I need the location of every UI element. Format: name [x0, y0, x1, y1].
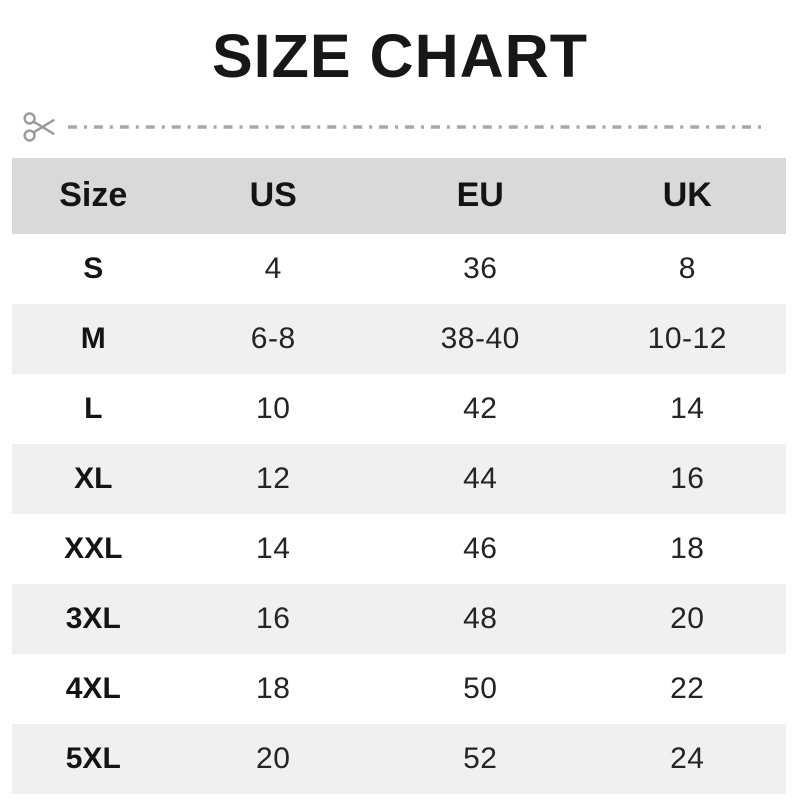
cell-eu: 48 — [463, 601, 498, 635]
table-row: 3XL 16 48 20 — [12, 583, 786, 654]
column-header-uk: UK — [662, 176, 712, 215]
size-chart-table: Size US EU UK S 4 36 8 M 6-8 38-40 10-12… — [12, 157, 786, 794]
cell-us: 6-8 — [250, 321, 296, 355]
column-header-size: Size — [59, 176, 128, 215]
cell-us: 12 — [256, 461, 291, 495]
table-row: S 4 36 8 — [12, 233, 786, 304]
cell-us: 18 — [256, 671, 291, 705]
table-row: L 10 42 14 — [12, 373, 786, 444]
table-row: XL 12 44 16 — [12, 443, 786, 514]
table-row: XXL 14 46 18 — [12, 513, 786, 584]
cell-eu: 38-40 — [440, 321, 520, 355]
cell-eu: 46 — [463, 531, 498, 565]
table-row: 5XL 20 52 24 — [12, 723, 786, 794]
page-title: SIZE CHART — [212, 22, 588, 90]
cell-size: 4XL — [65, 671, 121, 705]
cell-uk: 22 — [670, 671, 705, 705]
cell-us: 16 — [256, 601, 291, 635]
cell-size: XL — [74, 461, 113, 495]
cell-eu: 36 — [463, 251, 498, 285]
cell-uk: 20 — [670, 601, 705, 635]
scissors-icon — [20, 106, 62, 148]
cell-size: 5XL — [65, 741, 121, 775]
table-row: M 6-8 38-40 10-12 — [12, 303, 786, 374]
cell-size: 3XL — [65, 601, 121, 635]
table-body: S 4 36 8 M 6-8 38-40 10-12 L 10 42 14 XL… — [12, 233, 786, 794]
cell-size: S — [83, 251, 104, 285]
cell-uk: 24 — [670, 741, 705, 775]
cell-uk: 14 — [670, 391, 705, 425]
cell-uk: 18 — [670, 531, 705, 565]
cell-uk: 10-12 — [647, 321, 727, 355]
column-header-eu: EU — [456, 176, 504, 215]
cut-dash-line — [68, 124, 766, 130]
cell-us: 4 — [264, 251, 282, 285]
cell-eu: 44 — [463, 461, 498, 495]
cell-size: L — [84, 391, 103, 425]
cell-uk: 16 — [670, 461, 705, 495]
cell-uk: 8 — [678, 251, 696, 285]
cell-us: 10 — [256, 391, 291, 425]
table-row: 4XL 18 50 22 — [12, 653, 786, 724]
cell-eu: 42 — [463, 391, 498, 425]
table-header-row: Size US EU UK — [12, 157, 786, 234]
cell-eu: 50 — [463, 671, 498, 705]
cell-eu: 52 — [463, 741, 498, 775]
cell-us: 14 — [256, 531, 291, 565]
column-header-us: US — [249, 176, 297, 215]
cell-us: 20 — [256, 741, 291, 775]
cell-size: XXL — [64, 531, 123, 565]
cell-size: M — [80, 321, 106, 355]
cut-line — [20, 106, 766, 148]
